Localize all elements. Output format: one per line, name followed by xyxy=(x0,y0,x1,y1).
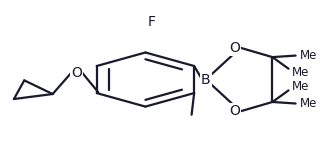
Text: B: B xyxy=(201,73,211,87)
Text: F: F xyxy=(148,15,156,29)
Text: Me: Me xyxy=(292,66,309,79)
Text: O: O xyxy=(71,66,82,80)
Text: Me: Me xyxy=(300,97,317,110)
Text: O: O xyxy=(229,41,240,55)
Text: Me: Me xyxy=(300,49,317,62)
Text: Me: Me xyxy=(292,80,309,93)
Text: O: O xyxy=(229,104,240,118)
